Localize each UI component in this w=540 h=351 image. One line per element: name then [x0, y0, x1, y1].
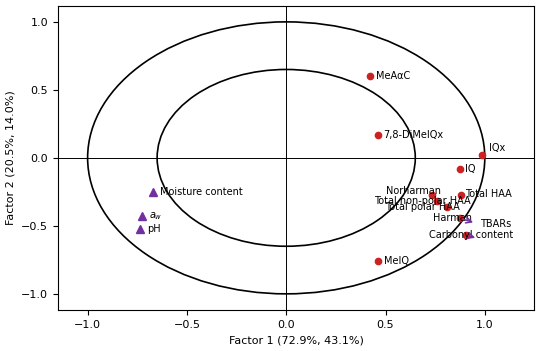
- Text: Total polar HAA: Total polar HAA: [386, 203, 460, 212]
- Text: IQx: IQx: [489, 143, 505, 153]
- Text: $a_w$: $a_w$: [149, 211, 163, 222]
- Text: Total HAA: Total HAA: [465, 189, 512, 199]
- Text: Carbonyl content: Carbonyl content: [429, 230, 514, 240]
- Text: MeIQ: MeIQ: [383, 256, 409, 265]
- Text: IQ: IQ: [465, 164, 475, 174]
- Text: TBARs: TBARs: [480, 219, 511, 229]
- Text: Total non-polar HAA: Total non-polar HAA: [374, 196, 470, 206]
- Text: Harman: Harman: [433, 213, 472, 223]
- Text: pH: pH: [147, 224, 161, 234]
- Text: Norharman: Norharman: [386, 186, 441, 196]
- X-axis label: Factor 1 (72.9%, 43.1%): Factor 1 (72.9%, 43.1%): [229, 336, 363, 345]
- Y-axis label: Factor 2 (20.5%, 14.0%): Factor 2 (20.5%, 14.0%): [5, 91, 16, 225]
- Text: Moisture content: Moisture content: [160, 187, 243, 197]
- Text: 7,8-DiMeIQx: 7,8-DiMeIQx: [383, 130, 444, 140]
- Text: MeAαC: MeAαC: [376, 71, 410, 81]
